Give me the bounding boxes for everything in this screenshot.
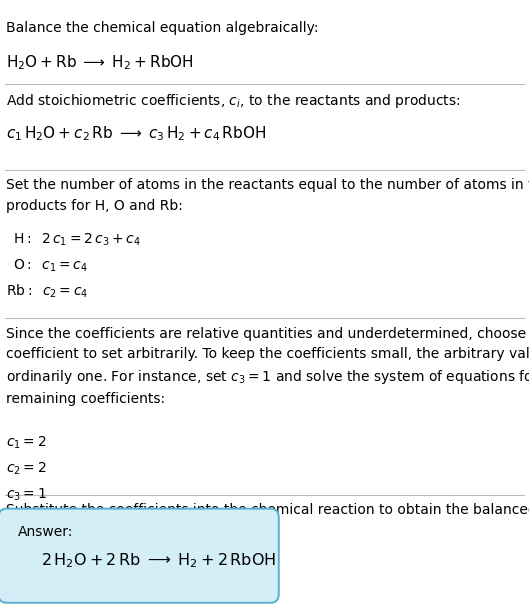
Text: Set the number of atoms in the reactants equal to the number of atoms in the
pro: Set the number of atoms in the reactants… [6, 178, 529, 212]
Text: $c_4 = 2$: $c_4 = 2$ [6, 513, 47, 529]
Text: $c_3 = 1$: $c_3 = 1$ [6, 487, 47, 503]
Text: Add stoichiometric coefficients, $c_i$, to the reactants and products:: Add stoichiometric coefficients, $c_i$, … [6, 92, 461, 110]
Text: $c_2 = 2$: $c_2 = 2$ [6, 461, 47, 477]
Text: $c_1\,\mathrm{H_2O} + c_2\,\mathrm{Rb} \;\longrightarrow\; c_3\,\mathrm{H_2} + c: $c_1\,\mathrm{H_2O} + c_2\,\mathrm{Rb} \… [6, 124, 267, 143]
Text: $\mathrm{H_2O + Rb} \;\longrightarrow\; \mathrm{H_2 + RbOH}$: $\mathrm{H_2O + Rb} \;\longrightarrow\; … [6, 53, 194, 72]
Text: $\mathrm{O:}\;\; c_1 = c_4$: $\mathrm{O:}\;\; c_1 = c_4$ [13, 257, 88, 274]
Text: $\mathrm{H:}\;\; 2\,c_1 = 2\,c_3 + c_4$: $\mathrm{H:}\;\; 2\,c_1 = 2\,c_3 + c_4$ [13, 232, 141, 248]
Text: $\mathrm{2\,H_2O + 2\,Rb} \;\longrightarrow\; \mathrm{H_2 + 2\,RbOH}$: $\mathrm{2\,H_2O + 2\,Rb} \;\longrightar… [41, 551, 276, 570]
Text: Substitute the coefficients into the chemical reaction to obtain the balanced
eq: Substitute the coefficients into the che… [6, 503, 529, 537]
Text: $\mathrm{Rb:}\;\; c_2 = c_4$: $\mathrm{Rb:}\;\; c_2 = c_4$ [6, 283, 89, 300]
Text: Since the coefficients are relative quantities and underdetermined, choose a
coe: Since the coefficients are relative quan… [6, 327, 529, 406]
Text: Answer:: Answer: [18, 525, 74, 539]
FancyBboxPatch shape [0, 509, 279, 603]
Text: $c_1 = 2$: $c_1 = 2$ [6, 435, 47, 451]
Text: Balance the chemical equation algebraically:: Balance the chemical equation algebraica… [6, 21, 319, 35]
